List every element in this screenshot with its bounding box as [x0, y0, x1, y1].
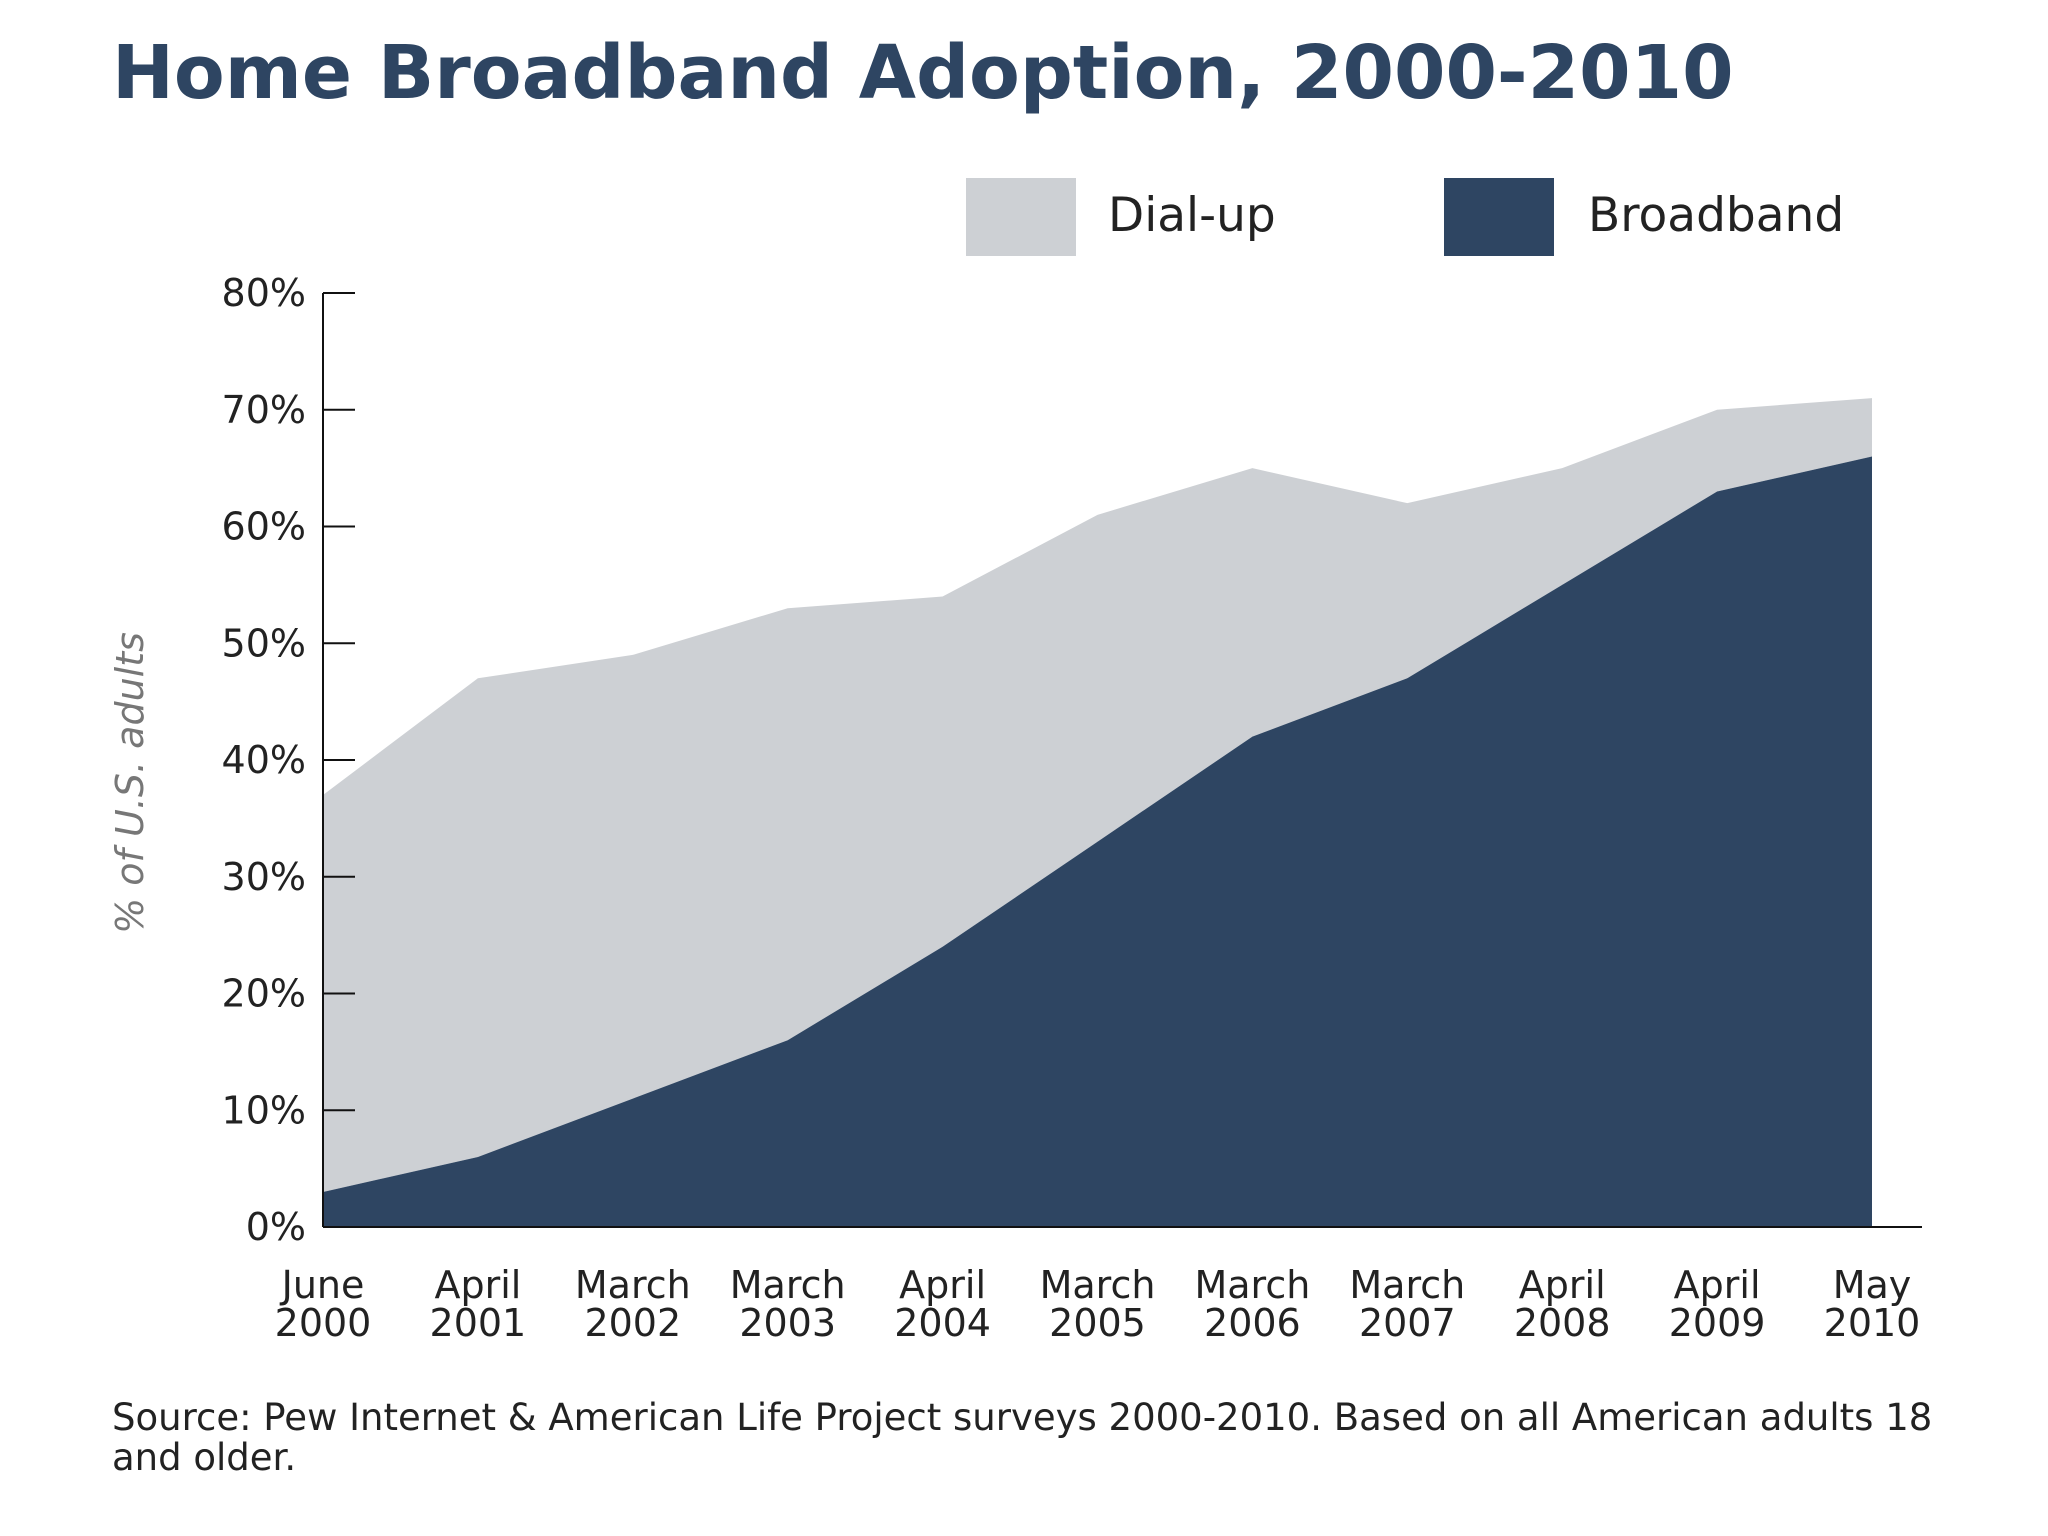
legend-label-dialup: Dial-up: [1108, 188, 1276, 243]
y-tick-label-10: 10%: [222, 1088, 306, 1132]
y-tick-label-80: 80%: [222, 271, 306, 315]
legend-swatch-dialup: [966, 178, 1076, 256]
y-tick-label-20: 20%: [222, 972, 306, 1016]
y-tick-label-40: 40%: [222, 738, 306, 782]
x-tick-label-0: June 2000: [275, 1263, 372, 1345]
dialup-area: [323, 398, 1872, 1192]
y-tick-label-50: 50%: [222, 621, 306, 665]
x-tick-label-3: March 2003: [730, 1263, 846, 1345]
source-note: Source: Pew Internet & American Life Pro…: [112, 1396, 1933, 1479]
legend-swatch-broadband: [1444, 178, 1554, 256]
y-tick-label-0: 0%: [246, 1205, 306, 1249]
x-tick-label-2: March 2002: [575, 1263, 691, 1345]
x-tick-label-8: April 2008: [1514, 1263, 1611, 1345]
y-tick-label-30: 30%: [222, 855, 306, 899]
x-tick-label-10: May 2010: [1824, 1263, 1921, 1345]
x-tick-label-6: March 2006: [1194, 1263, 1310, 1345]
x-tick-label-5: March 2005: [1040, 1263, 1156, 1345]
x-tick-label-4: April 2004: [894, 1263, 991, 1345]
y-tick-label-60: 60%: [222, 505, 306, 549]
y-tick-label-70: 70%: [222, 388, 306, 432]
chart-title: Home Broadband Adoption, 2000-2010: [112, 30, 1734, 116]
x-tick-label-9: April 2009: [1669, 1263, 1766, 1345]
x-tick-label-1: April 2001: [430, 1263, 527, 1345]
x-tick-label-7: March 2007: [1349, 1263, 1465, 1345]
legend-label-broadband: Broadband: [1588, 188, 1845, 243]
